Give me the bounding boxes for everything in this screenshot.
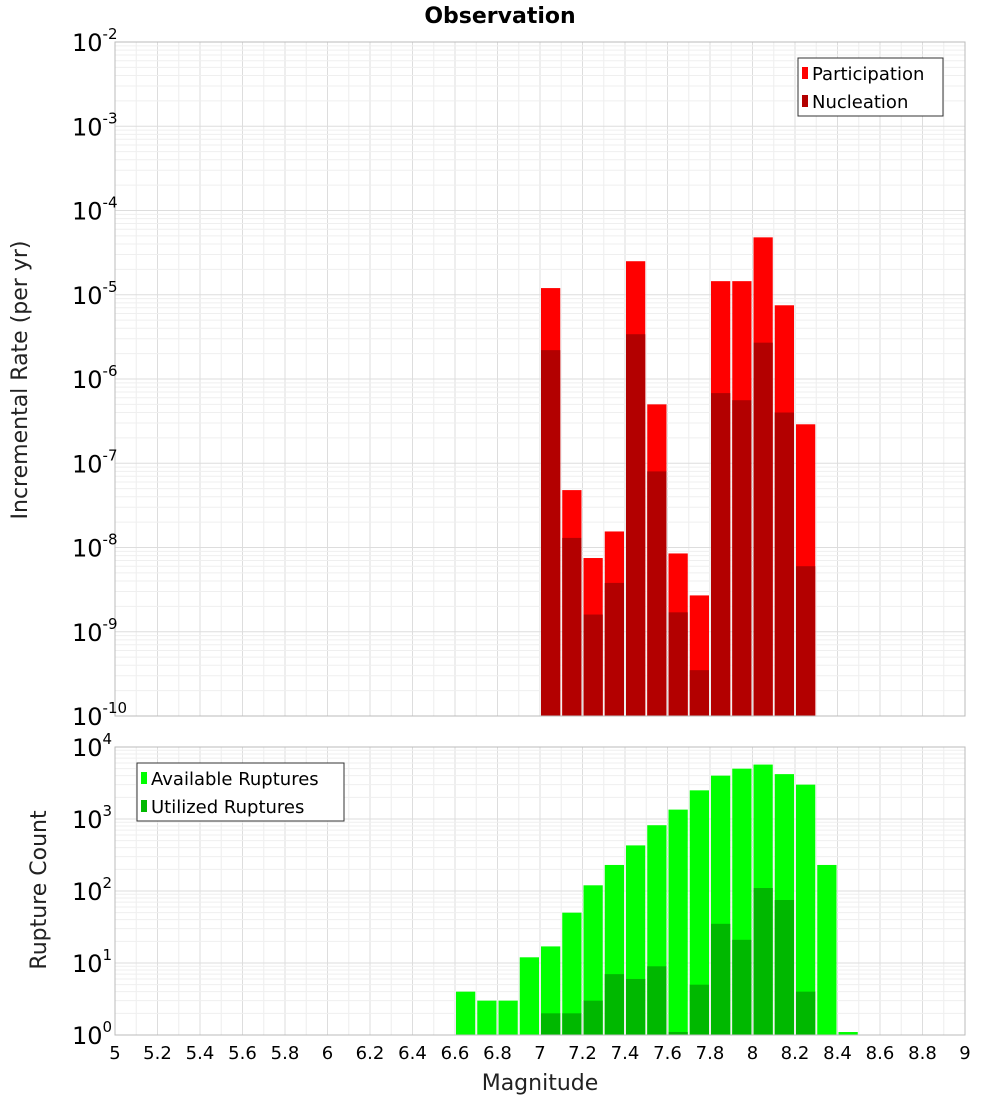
bar-utilized-ruptures xyxy=(668,1032,688,1035)
x-tick-label: 8.2 xyxy=(781,1043,810,1064)
bottom-plot: 104 103 102 101 100 Available Ruptures Utilize… xyxy=(72,730,971,1064)
legend-label: Available Ruptures xyxy=(151,769,319,790)
bar-nucleation xyxy=(796,566,816,716)
bar-nucleation xyxy=(583,614,603,716)
bar-nucleation xyxy=(732,400,752,716)
bar-nucleation xyxy=(753,342,773,716)
bar-available-ruptures xyxy=(541,946,561,1035)
x-tick-label: 6.8 xyxy=(483,1043,512,1064)
bar-utilized-ruptures xyxy=(689,984,709,1035)
legend-swatch xyxy=(141,800,147,812)
y-tick-label: 102 xyxy=(72,874,112,906)
y-tick-label: 103 xyxy=(72,802,112,834)
y-tick-label: 10-10 xyxy=(72,699,127,731)
bar-utilized-ruptures xyxy=(711,923,731,1035)
x-tick-label: 8.6 xyxy=(866,1043,895,1064)
bar-utilized-ruptures xyxy=(774,899,794,1035)
top-y-axis-label: Incremental Rate (per yr) xyxy=(8,241,33,520)
bar-utilized-ruptures xyxy=(604,974,624,1035)
bar-utilized-ruptures xyxy=(562,1013,582,1035)
y-tick-label: 10-2 xyxy=(72,25,118,57)
bar-nucleation xyxy=(668,612,688,716)
legend: Participation Nucleation xyxy=(797,57,944,117)
y-tick-label: 100 xyxy=(72,1018,112,1050)
legend-label: Utilized Ruptures xyxy=(151,797,304,818)
plot-frame xyxy=(114,41,966,717)
bar-available-ruptures xyxy=(562,912,582,1035)
x-tick-label: 6 xyxy=(322,1043,333,1064)
x-tick-label: 5.4 xyxy=(186,1043,215,1064)
x-tick-label: 5.8 xyxy=(271,1043,300,1064)
y-tick-label: 10-4 xyxy=(72,194,118,226)
bar-available-ruptures xyxy=(668,809,688,1035)
legend-swatch xyxy=(802,95,808,107)
bar-nucleation xyxy=(647,471,667,716)
y-tick-label: 10-9 xyxy=(72,615,118,647)
y-tick-label: 10-5 xyxy=(72,278,118,310)
x-tick-label: 9 xyxy=(959,1043,970,1064)
bar-utilized-ruptures xyxy=(753,888,773,1035)
bar-utilized-ruptures xyxy=(647,966,667,1035)
top-plot: 10-2 10-3 10-4 10-5 10-6 10-7 10-8 10-9 10-10 Par… xyxy=(72,25,966,731)
bar-utilized-ruptures xyxy=(583,1000,603,1035)
bar-available-ruptures xyxy=(838,1032,858,1035)
bar-available-ruptures xyxy=(519,957,539,1035)
x-tick-label: 7.2 xyxy=(568,1043,597,1064)
x-tick-label: 6.4 xyxy=(398,1043,427,1064)
y-tick-label: 10-8 xyxy=(72,531,118,563)
x-tick-label: 8.8 xyxy=(908,1043,937,1064)
legend: Available Ruptures Utilized Ruptures xyxy=(136,762,345,822)
bar-nucleation xyxy=(604,582,624,716)
x-tick-label: 8 xyxy=(747,1043,758,1064)
x-tick-label: 8.4 xyxy=(823,1043,852,1064)
bar-nucleation xyxy=(689,670,709,716)
bar-nucleation xyxy=(541,350,561,716)
x-axis-label: Magnitude xyxy=(482,1071,599,1096)
x-tick-label: 5 xyxy=(109,1043,120,1064)
legend-label: Participation xyxy=(812,64,924,85)
y-tick-label: 104 xyxy=(72,730,112,762)
x-tick-label: 7.8 xyxy=(696,1043,725,1064)
bar-nucleation xyxy=(774,412,794,716)
x-tick-label: 6.2 xyxy=(356,1043,385,1064)
bar-nucleation xyxy=(711,393,731,716)
legend-box xyxy=(797,57,944,117)
x-tick-label: 6.6 xyxy=(441,1043,470,1064)
legend-swatch xyxy=(141,772,147,784)
chart-title: Observation xyxy=(424,4,575,29)
bar-available-ruptures xyxy=(498,1000,518,1035)
bar-nucleation xyxy=(562,537,582,716)
bar-nucleation xyxy=(626,334,646,716)
x-tick-label: 5.6 xyxy=(228,1043,257,1064)
bar-available-ruptures xyxy=(796,784,816,1035)
legend-swatch xyxy=(802,67,808,79)
y-tick-label: 101 xyxy=(72,946,112,978)
bar-available-ruptures xyxy=(817,864,837,1035)
x-tick-label: 5.2 xyxy=(143,1043,172,1064)
x-tick-label: 7.4 xyxy=(611,1043,640,1064)
y-tick-label: 10-6 xyxy=(72,362,118,394)
bar-available-ruptures xyxy=(456,991,476,1035)
bar-available-ruptures xyxy=(583,885,603,1035)
bar-utilized-ruptures xyxy=(796,991,816,1035)
y-tick-label: 10-3 xyxy=(72,109,118,141)
bar-available-ruptures xyxy=(477,1000,497,1035)
bar-available-ruptures xyxy=(689,790,709,1035)
bar-utilized-ruptures xyxy=(626,978,646,1035)
legend-label: Nucleation xyxy=(812,92,908,113)
bar-utilized-ruptures xyxy=(732,939,752,1035)
x-tick-label: 7 xyxy=(534,1043,545,1064)
bar-utilized-ruptures xyxy=(541,1013,561,1035)
x-tick-label: 7.6 xyxy=(653,1043,682,1064)
legend-box xyxy=(136,762,345,822)
plot-frame xyxy=(114,746,966,1036)
bottom-y-axis-label: Rupture Count xyxy=(27,810,52,970)
y-tick-label: 10-7 xyxy=(72,446,118,478)
